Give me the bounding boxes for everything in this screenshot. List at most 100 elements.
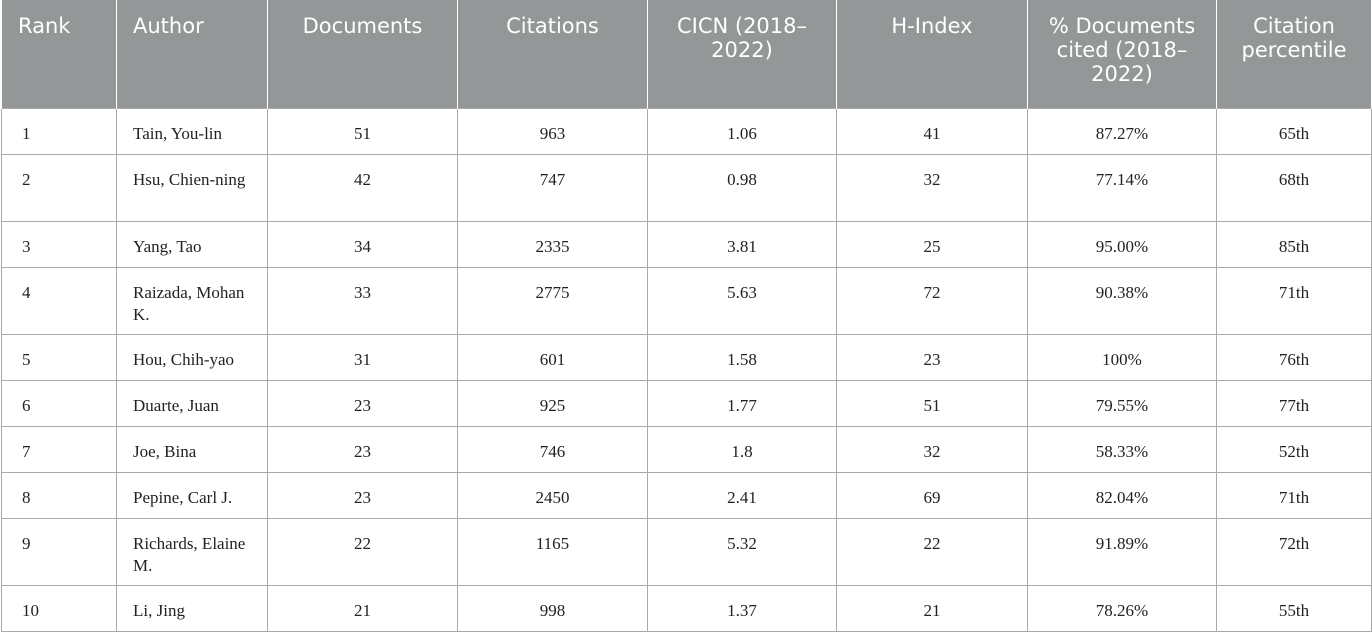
cell-pct-cited: 79.55%	[1027, 379, 1217, 427]
header-pct-documents-cited: % Documents cited (2018–2022)	[1027, 0, 1217, 108]
table-row: 7 Joe, Bina 23 746 1.8 32 58.33% 52th	[1, 425, 1372, 473]
cell-author: Raizada, Mohan K.	[116, 266, 268, 335]
cell-cicn: 3.81	[647, 220, 837, 268]
cell-h-index: 69	[836, 471, 1028, 519]
cell-pct-cited: 58.33%	[1027, 425, 1217, 473]
cell-documents: 23	[267, 425, 458, 473]
cell-rank: 10	[1, 584, 117, 632]
cell-percentile: 76th	[1216, 333, 1372, 381]
cell-rank: 1	[1, 107, 117, 155]
cell-cicn: 1.37	[647, 584, 837, 632]
table-row: 5 Hou, Chih-yao 31 601 1.58 23 100% 76th	[1, 333, 1372, 381]
table-row: 9 Richards, Elaine M. 22 1165 5.32 22 91…	[1, 517, 1372, 586]
table-row: 10 Li, Jing 21 998 1.37 21 78.26% 55th	[1, 584, 1372, 632]
header-cicn: CICN (2018–2022)	[647, 0, 837, 108]
cell-h-index: 32	[836, 425, 1028, 473]
cell-citations: 601	[457, 333, 648, 381]
cell-author: Tain, You-lin	[116, 107, 268, 155]
cell-documents: 22	[267, 517, 458, 586]
cell-rank: 9	[1, 517, 117, 586]
cell-rank: 7	[1, 425, 117, 473]
cell-pct-cited: 82.04%	[1027, 471, 1217, 519]
cell-citations: 2450	[457, 471, 648, 519]
cell-pct-cited: 77.14%	[1027, 153, 1217, 222]
cell-documents: 31	[267, 333, 458, 381]
cell-citations: 747	[457, 153, 648, 222]
cell-pct-cited: 95.00%	[1027, 220, 1217, 268]
cell-h-index: 41	[836, 107, 1028, 155]
cell-percentile: 77th	[1216, 379, 1372, 427]
cell-cicn: 5.63	[647, 266, 837, 335]
cell-documents: 23	[267, 379, 458, 427]
cell-pct-cited: 91.89%	[1027, 517, 1217, 586]
cell-citations: 746	[457, 425, 648, 473]
cell-rank: 4	[1, 266, 117, 335]
cell-documents: 23	[267, 471, 458, 519]
cell-percentile: 68th	[1216, 153, 1372, 222]
cell-h-index: 22	[836, 517, 1028, 586]
cell-documents: 21	[267, 584, 458, 632]
cell-cicn: 1.8	[647, 425, 837, 473]
cell-documents: 33	[267, 266, 458, 335]
cell-rank: 5	[1, 333, 117, 381]
cell-pct-cited: 100%	[1027, 333, 1217, 381]
cell-rank: 2	[1, 153, 117, 222]
table-row: 8 Pepine, Carl J. 23 2450 2.41 69 82.04%…	[1, 471, 1372, 519]
cell-cicn: 2.41	[647, 471, 837, 519]
table-row: 2 Hsu, Chien-ning 42 747 0.98 32 77.14% …	[1, 153, 1372, 222]
cell-citations: 2775	[457, 266, 648, 335]
cell-h-index: 51	[836, 379, 1028, 427]
cell-documents: 34	[267, 220, 458, 268]
table-row: 6 Duarte, Juan 23 925 1.77 51 79.55% 77t…	[1, 379, 1372, 427]
cell-cicn: 5.32	[647, 517, 837, 586]
cell-author: Li, Jing	[116, 584, 268, 632]
cell-cicn: 1.77	[647, 379, 837, 427]
cell-h-index: 72	[836, 266, 1028, 335]
header-citation-percentile: Citation percentile	[1216, 0, 1372, 108]
cell-author: Hsu, Chien-ning	[116, 153, 268, 222]
header-author: Author	[116, 0, 268, 108]
cell-citations: 925	[457, 379, 648, 427]
cell-percentile: 52th	[1216, 425, 1372, 473]
header-h-index: H-Index	[836, 0, 1028, 108]
header-citations: Citations	[457, 0, 648, 108]
cell-citations: 2335	[457, 220, 648, 268]
cell-percentile: 85th	[1216, 220, 1372, 268]
cell-pct-cited: 87.27%	[1027, 107, 1217, 155]
header-row: Rank Author Documents Citations CICN (20…	[1, 0, 1372, 108]
cell-pct-cited: 90.38%	[1027, 266, 1217, 335]
cell-documents: 51	[267, 107, 458, 155]
table-row: 4 Raizada, Mohan K. 33 2775 5.63 72 90.3…	[1, 266, 1372, 335]
cell-citations: 963	[457, 107, 648, 155]
cell-h-index: 32	[836, 153, 1028, 222]
cell-h-index: 25	[836, 220, 1028, 268]
cell-pct-cited: 78.26%	[1027, 584, 1217, 632]
cell-h-index: 21	[836, 584, 1028, 632]
cell-rank: 3	[1, 220, 117, 268]
header-rank: Rank	[1, 0, 117, 108]
table-row: 1 Tain, You-lin 51 963 1.06 41 87.27% 65…	[1, 107, 1372, 155]
cell-author: Joe, Bina	[116, 425, 268, 473]
cell-cicn: 1.58	[647, 333, 837, 381]
cell-percentile: 71th	[1216, 471, 1372, 519]
cell-author: Yang, Tao	[116, 220, 268, 268]
cell-cicn: 1.06	[647, 107, 837, 155]
table-row: 3 Yang, Tao 34 2335 3.81 25 95.00% 85th	[1, 220, 1372, 268]
cell-citations: 1165	[457, 517, 648, 586]
cell-citations: 998	[457, 584, 648, 632]
cell-documents: 42	[267, 153, 458, 222]
cell-percentile: 72th	[1216, 517, 1372, 586]
cell-author: Hou, Chih-yao	[116, 333, 268, 381]
cell-rank: 6	[1, 379, 117, 427]
cell-h-index: 23	[836, 333, 1028, 381]
cell-author: Pepine, Carl J.	[116, 471, 268, 519]
cell-cicn: 0.98	[647, 153, 837, 222]
cell-percentile: 55th	[1216, 584, 1372, 632]
header-documents: Documents	[267, 0, 458, 108]
cell-percentile: 71th	[1216, 266, 1372, 335]
cell-author: Duarte, Juan	[116, 379, 268, 427]
cell-author: Richards, Elaine M.	[116, 517, 268, 586]
cell-rank: 8	[1, 471, 117, 519]
cell-percentile: 65th	[1216, 107, 1372, 155]
